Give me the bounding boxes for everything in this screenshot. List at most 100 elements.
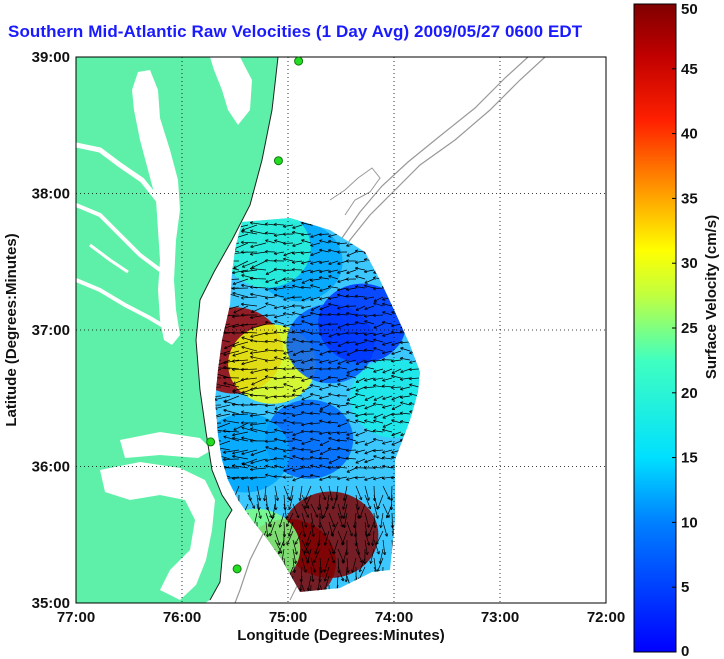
velocity-arrowhead (223, 360, 227, 365)
velocity-arrowhead (340, 524, 344, 528)
velocity-arrowhead (273, 474, 277, 479)
albemarle-sound (120, 432, 212, 458)
velocity-arrow (274, 494, 277, 510)
velocity-arrow (373, 485, 375, 502)
velocity-arrow (310, 449, 321, 453)
velocity-arrowhead (391, 374, 395, 378)
velocity-arrow (283, 503, 287, 519)
velocity-arrow (292, 431, 303, 436)
velocity-arrowhead (305, 542, 309, 546)
velocity-arrowhead (291, 230, 296, 235)
velocity-arrow (319, 449, 330, 455)
velocity-arrow (364, 269, 375, 273)
velocity-arrow (364, 296, 375, 300)
velocity-arrowhead (309, 429, 313, 434)
velocity-arrow (283, 305, 294, 309)
velocity-arrowhead (292, 338, 296, 342)
velocity-arrowhead (300, 402, 305, 406)
velocity-arrowhead (265, 473, 269, 477)
velocity-arrow (328, 341, 339, 344)
velocity-arrow (283, 449, 294, 452)
velocity-arrow (265, 446, 276, 451)
velocity-arrowhead (328, 460, 332, 464)
velocity-arrow (332, 494, 339, 510)
velocity-arrow (364, 485, 370, 501)
velocity-arrowhead (264, 403, 268, 408)
velocity-arrow (373, 395, 384, 401)
velocity-arrowhead (264, 395, 269, 400)
velocity-arrowhead (310, 269, 314, 274)
velocity-arrowhead (264, 358, 268, 363)
latitude-ticks: 39:00 38:00 37:00 36:00 35:00 (32, 49, 70, 612)
velocity-arrowhead (283, 468, 287, 472)
velocity-arrow (319, 350, 330, 356)
velocity-arrowhead (310, 252, 314, 257)
velocity-arrow (241, 427, 258, 433)
velocity-arrow (328, 376, 339, 379)
velocity-arrowhead (240, 302, 245, 307)
velocity-arrowhead (355, 342, 359, 346)
velocity-arrowhead (265, 419, 269, 423)
velocity-arrowhead (336, 411, 340, 416)
velocity-arrowhead (231, 286, 235, 291)
velocity-arrowhead (319, 379, 323, 383)
velocity-arrowhead (364, 406, 368, 410)
velocity-arrowhead (327, 269, 332, 274)
velocity-arrowhead (382, 370, 386, 374)
velocity-arrow (377, 494, 384, 510)
velocity-arrow (346, 411, 357, 415)
velocity-arrowhead (291, 393, 295, 397)
velocity-arrow (274, 240, 285, 244)
velocity-arrow (233, 422, 249, 431)
velocity-arrow (390, 494, 393, 511)
velocity-arrow (359, 557, 366, 573)
velocity-arrow (301, 377, 312, 382)
velocity-arrow (364, 429, 375, 433)
velocity-arrowhead (400, 347, 404, 351)
velocity-arrowhead (363, 412, 367, 416)
velocity-arrowhead (310, 307, 315, 311)
velocity-arrow (274, 447, 285, 451)
velocity-arrow (241, 359, 258, 365)
velocity-arrowhead (264, 320, 269, 325)
velocity-arrowhead (249, 252, 254, 256)
velocity-arrowhead (300, 339, 304, 344)
velocity-arrowhead (391, 311, 395, 315)
lat-tick-label: 39:00 (32, 49, 70, 66)
velocity-arrow (232, 476, 249, 479)
velocity-arrow (319, 341, 330, 346)
chesapeake-bay (132, 70, 180, 345)
velocity-arrow (292, 476, 303, 481)
velocity-arrow (364, 339, 375, 343)
velocity-arrow (391, 359, 402, 362)
velocity-arrow (292, 338, 303, 343)
velocity-arrow (292, 350, 303, 356)
velocity-arrowhead (366, 542, 371, 546)
velocity-arrowhead (399, 330, 404, 334)
velocity-arrowhead (327, 341, 331, 345)
velocity-arrow (232, 350, 249, 357)
velocity-arrowhead (327, 465, 331, 470)
velocity-arrowhead (310, 464, 314, 468)
velocity-arrowhead (309, 411, 313, 416)
velocity-arrowhead (318, 332, 323, 336)
velocity-arrowhead (250, 334, 254, 338)
velocity-arrow (300, 341, 312, 343)
velocity-arrowhead (268, 523, 272, 527)
velocity-arrowhead (264, 231, 268, 235)
velocity-arrow (301, 251, 312, 254)
velocity-arrowhead (277, 550, 282, 555)
velocity-arrow (283, 269, 294, 272)
velocity-arrowhead (363, 314, 368, 318)
velocity-arrowhead (396, 605, 399, 608)
velocity-arrowhead (278, 524, 282, 528)
velocity-arrow (274, 268, 285, 271)
velocity-arrow (382, 457, 393, 460)
velocity-arrowhead (291, 413, 296, 418)
velocity-arrowhead (264, 439, 268, 444)
velocity-arrowhead (292, 225, 296, 229)
velocity-arrow (337, 269, 348, 274)
velocity-arrow (274, 356, 285, 361)
velocity-arrowhead (309, 278, 314, 282)
velocity-arrow (301, 411, 312, 415)
